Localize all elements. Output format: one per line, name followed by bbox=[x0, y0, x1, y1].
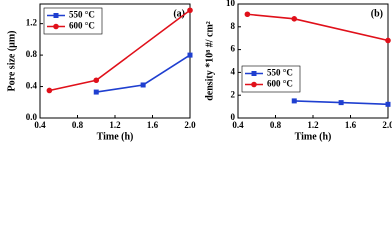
plot-frame bbox=[237, 3, 389, 119]
y-tick-label: 6 bbox=[231, 44, 236, 54]
x-tick-label: 1.6 bbox=[147, 120, 159, 130]
marker bbox=[251, 81, 257, 88]
x-tick-label: 0.8 bbox=[270, 120, 282, 130]
legend-box bbox=[241, 65, 301, 93]
x-tick-label: 1.2 bbox=[307, 120, 319, 130]
panel-label: (b) bbox=[371, 8, 383, 19]
legend-label: 550 °C bbox=[267, 68, 293, 78]
legend-label: 600 °C bbox=[69, 21, 95, 31]
marker bbox=[251, 71, 257, 76]
marker bbox=[291, 98, 297, 104]
y-tick-label: 0.8 bbox=[26, 49, 38, 59]
legend-label: 600 °C bbox=[267, 79, 293, 89]
marker bbox=[53, 23, 59, 30]
x-tick-label: 1.6 bbox=[345, 120, 357, 130]
marker bbox=[46, 87, 53, 94]
marker bbox=[291, 16, 298, 22]
x-tick-label: 0.4 bbox=[232, 120, 244, 130]
marker bbox=[140, 82, 146, 88]
y-tick-label: 0 bbox=[231, 112, 236, 122]
marker bbox=[244, 11, 251, 18]
plot-frame bbox=[39, 3, 191, 119]
y-tick-label: 1.2 bbox=[26, 18, 38, 28]
marker bbox=[93, 77, 100, 84]
marker bbox=[53, 13, 59, 18]
marker bbox=[187, 52, 193, 58]
x-axis-label: Time (h) bbox=[97, 131, 134, 142]
legend-label: 550 °C bbox=[69, 10, 95, 20]
y-tick-label: 0.0 bbox=[26, 112, 38, 122]
y-axis-label: Pore size (μm) bbox=[6, 30, 17, 91]
marker bbox=[338, 100, 344, 106]
x-tick-label: 2.0 bbox=[382, 120, 392, 130]
y-tick-label: 4 bbox=[231, 66, 236, 76]
x-tick-label: 0.8 bbox=[72, 120, 84, 130]
x-tick-label: 2.0 bbox=[184, 120, 196, 130]
panel-label: (a) bbox=[173, 8, 185, 19]
legend-box bbox=[43, 7, 103, 35]
series-line bbox=[247, 13, 389, 42]
marker bbox=[187, 7, 193, 14]
marker bbox=[385, 101, 391, 107]
x-tick-label: 1.2 bbox=[109, 120, 121, 130]
x-axis-label: Time (h) bbox=[295, 131, 332, 142]
y-tick-label: 0.4 bbox=[26, 81, 38, 91]
x-tick-label: 0.4 bbox=[34, 120, 46, 130]
y-tick-label: 8 bbox=[231, 21, 236, 31]
marker bbox=[385, 37, 391, 44]
y-tick-label: 2 bbox=[231, 89, 236, 99]
y-axis-label: density *10⁸ #/ cm² bbox=[204, 21, 215, 101]
marker bbox=[93, 89, 99, 95]
y-tick-label: 10 bbox=[226, 0, 236, 8]
